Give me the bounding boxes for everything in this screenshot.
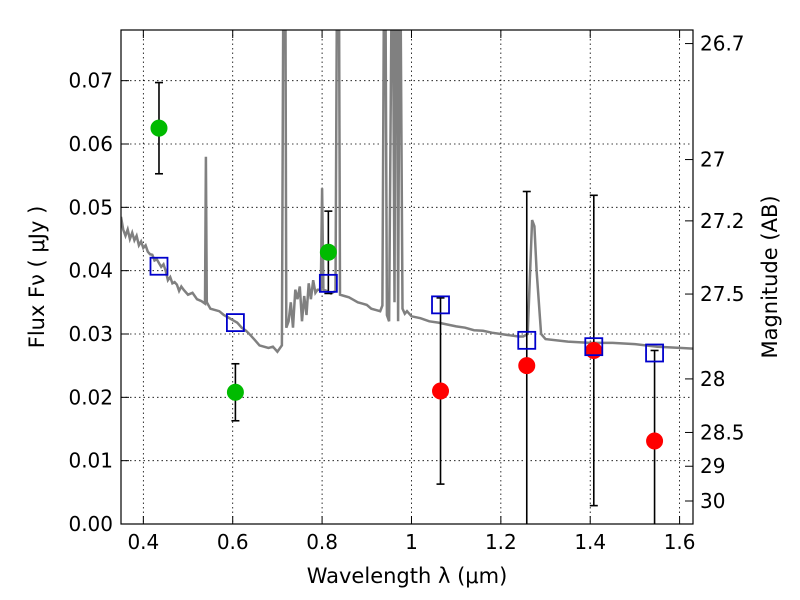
data-point-1-3 bbox=[646, 432, 664, 450]
x-tick-label: 1.4 bbox=[574, 530, 606, 554]
model-photometry-square-6 bbox=[645, 343, 664, 363]
y-tick-label: 0.04 bbox=[68, 259, 113, 283]
x-tick-label: 1.2 bbox=[485, 530, 517, 554]
data-point-0-0 bbox=[150, 119, 168, 137]
model-photometry-square-0 bbox=[149, 256, 169, 276]
data-point-1-1 bbox=[518, 357, 536, 375]
y-tick-label: 0.03 bbox=[68, 322, 113, 346]
model-photometry-square-1 bbox=[225, 313, 245, 333]
model-photometry-square-3 bbox=[431, 295, 450, 315]
right-tick-label: 27.5 bbox=[700, 282, 745, 306]
x-tick-label: 0.6 bbox=[217, 530, 249, 554]
y-tick-label: 0.06 bbox=[68, 132, 113, 156]
y-tick-label: 0.00 bbox=[68, 512, 113, 536]
data-point-1-0 bbox=[432, 382, 450, 400]
data-point-0-1 bbox=[226, 383, 244, 401]
right-tick-label: 30 bbox=[700, 489, 725, 513]
model-spectrum-line bbox=[121, 30, 693, 354]
y-axis-title: Flux Fν ( μJy ) bbox=[25, 206, 49, 349]
x-tick-label: 0.4 bbox=[127, 530, 159, 554]
data-marks bbox=[149, 81, 664, 524]
data-point-1-2 bbox=[585, 341, 603, 359]
y-tick-label: 0.05 bbox=[68, 195, 113, 219]
right-tick-label: 28 bbox=[700, 367, 725, 391]
y-tick-label: 0.02 bbox=[68, 385, 113, 409]
y-tick-label: 0.07 bbox=[68, 69, 113, 93]
right-tick-label: 27.2 bbox=[700, 209, 745, 233]
y-tick-label: 0.01 bbox=[68, 449, 113, 473]
grid bbox=[121, 30, 693, 524]
right-tick-label: 27 bbox=[700, 148, 725, 172]
model-photometry-square-5 bbox=[584, 337, 604, 357]
plot-data bbox=[121, 30, 693, 524]
model-photometry-square-2 bbox=[318, 273, 338, 293]
axis-ticks: 0.4 0.6 0.8 1 1.2 1.4 1.6 0.00 0.01 0.02 0.03 0.04 0… bbox=[68, 30, 745, 554]
model-photometry-square-4 bbox=[517, 330, 537, 350]
right-tick-label: 26.7 bbox=[700, 32, 745, 56]
x-tick-label: 1 bbox=[405, 530, 418, 554]
right-tick-label: 28.5 bbox=[700, 420, 745, 444]
x-tick-label: 0.8 bbox=[306, 530, 338, 554]
x-tick-label: 1.6 bbox=[664, 530, 696, 554]
data-point-0-2 bbox=[319, 243, 337, 261]
y-axis-right-title: Magnitude (AB) bbox=[758, 195, 782, 358]
plot-frame bbox=[120, 29, 694, 525]
x-axis-title: Wavelength λ (μm) bbox=[307, 564, 508, 588]
right-tick-label: 29 bbox=[700, 454, 725, 478]
